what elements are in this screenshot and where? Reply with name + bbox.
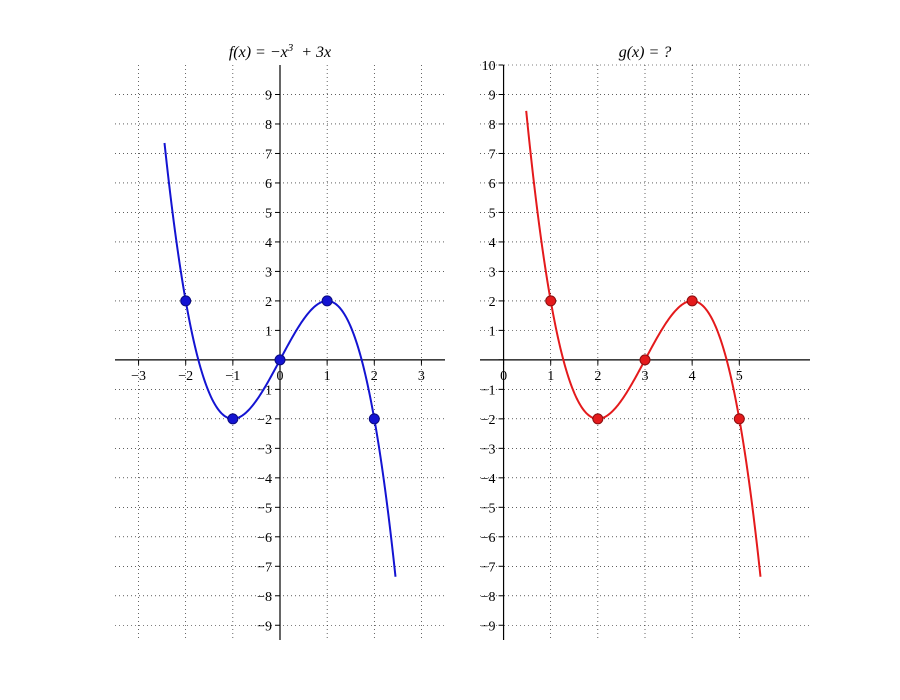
x-tick-label: 2 xyxy=(594,369,601,384)
y-tick-label: 3 xyxy=(265,265,272,280)
chart-title: g(x) = ? xyxy=(619,44,672,61)
y-tick-label: 6 xyxy=(265,177,272,192)
y-tick-label: 6 xyxy=(489,177,496,192)
y-tick-label: −5 xyxy=(481,501,496,516)
y-tick-label: 9 xyxy=(489,88,496,103)
curve xyxy=(526,111,760,577)
y-tick-label: 3 xyxy=(489,265,496,280)
y-tick-label: 2 xyxy=(489,295,496,310)
y-tick-label: 4 xyxy=(265,236,272,251)
x-tick-label: −1 xyxy=(225,369,240,384)
x-tick-label: 3 xyxy=(642,369,649,384)
data-marker xyxy=(593,414,603,424)
data-marker xyxy=(546,296,556,306)
y-tick-label: 8 xyxy=(265,118,272,133)
x-tick-label: −3 xyxy=(131,369,146,384)
x-tick-label: 5 xyxy=(736,369,743,384)
data-marker xyxy=(369,414,379,424)
chart-panel-0: −3−2−10123−9−8−7−6−5−4−3−2−1123456789f(x… xyxy=(115,42,445,640)
y-tick-label: −4 xyxy=(481,472,496,487)
x-tick-label: 2 xyxy=(371,369,378,384)
y-tick-label: 1 xyxy=(489,324,496,339)
data-marker xyxy=(640,355,650,365)
x-tick-label: 0 xyxy=(277,369,284,384)
figure-container: −3 −2 −1 0 1 2 3 −9 −8 −7 −6 −5 −4 −3 −2 −1 1 2 3 4 5 6 7 8 9 f(x… xyxy=(0,0,900,700)
y-tick-label: −8 xyxy=(257,590,272,605)
y-tick-label: −7 xyxy=(257,560,272,575)
figure-svg: −3 −2 −1 0 1 2 3 −9 −8 −7 −6 −5 −4 −3 −2 −1 1 2 3 4 5 6 7 8 9 f(x… xyxy=(0,0,900,700)
y-tick-label: 9 xyxy=(265,88,272,103)
y-tick-label: 1 xyxy=(265,324,272,339)
y-tick-label: −1 xyxy=(481,383,496,398)
x-tick-label: 1 xyxy=(547,369,554,384)
data-marker xyxy=(228,414,238,424)
data-marker xyxy=(687,296,697,306)
y-tick-label: 5 xyxy=(265,206,272,221)
y-tick-label: −3 xyxy=(481,442,496,457)
y-tick-label: 5 xyxy=(489,206,496,221)
y-tick-label: 7 xyxy=(265,147,272,162)
y-tick-label: −3 xyxy=(257,442,272,457)
y-tick-label: −4 xyxy=(257,472,272,487)
x-tick-label: 3 xyxy=(418,369,425,384)
data-marker xyxy=(734,414,744,424)
y-tick-label: −8 xyxy=(481,590,496,605)
data-marker xyxy=(275,355,285,365)
x-tick-label: 4 xyxy=(689,369,696,384)
y-tick-label: −5 xyxy=(257,501,272,516)
y-tick-label: −6 xyxy=(481,531,496,546)
x-tick-label: 1 xyxy=(324,369,331,384)
x-tick-label: 0 xyxy=(500,369,507,384)
y-tick-label: −2 xyxy=(481,413,496,428)
y-tick-label: −2 xyxy=(257,413,272,428)
data-marker xyxy=(322,296,332,306)
y-tick-label: 7 xyxy=(489,147,496,162)
y-tick-label: −6 xyxy=(257,531,272,546)
y-tick-label: 10 xyxy=(482,59,496,74)
x-tick-label: −2 xyxy=(178,369,193,384)
chart-title: f(x) = −x3 + 3x xyxy=(229,42,331,61)
chart-panel-1: 0 1 2 3 4 5 −9 −8 −7 −6 −5 −4 −3 −2 −1 1 2 3 4 5 6 7 8 9 10 g(x) … xyxy=(480,44,810,640)
data-marker xyxy=(181,296,191,306)
y-tick-label: 8 xyxy=(489,118,496,133)
y-tick-label: −9 xyxy=(481,619,496,634)
y-tick-label: 4 xyxy=(489,236,496,251)
y-tick-label: −9 xyxy=(257,619,272,634)
y-tick-label: −7 xyxy=(481,560,496,575)
y-tick-label: 2 xyxy=(265,295,272,310)
